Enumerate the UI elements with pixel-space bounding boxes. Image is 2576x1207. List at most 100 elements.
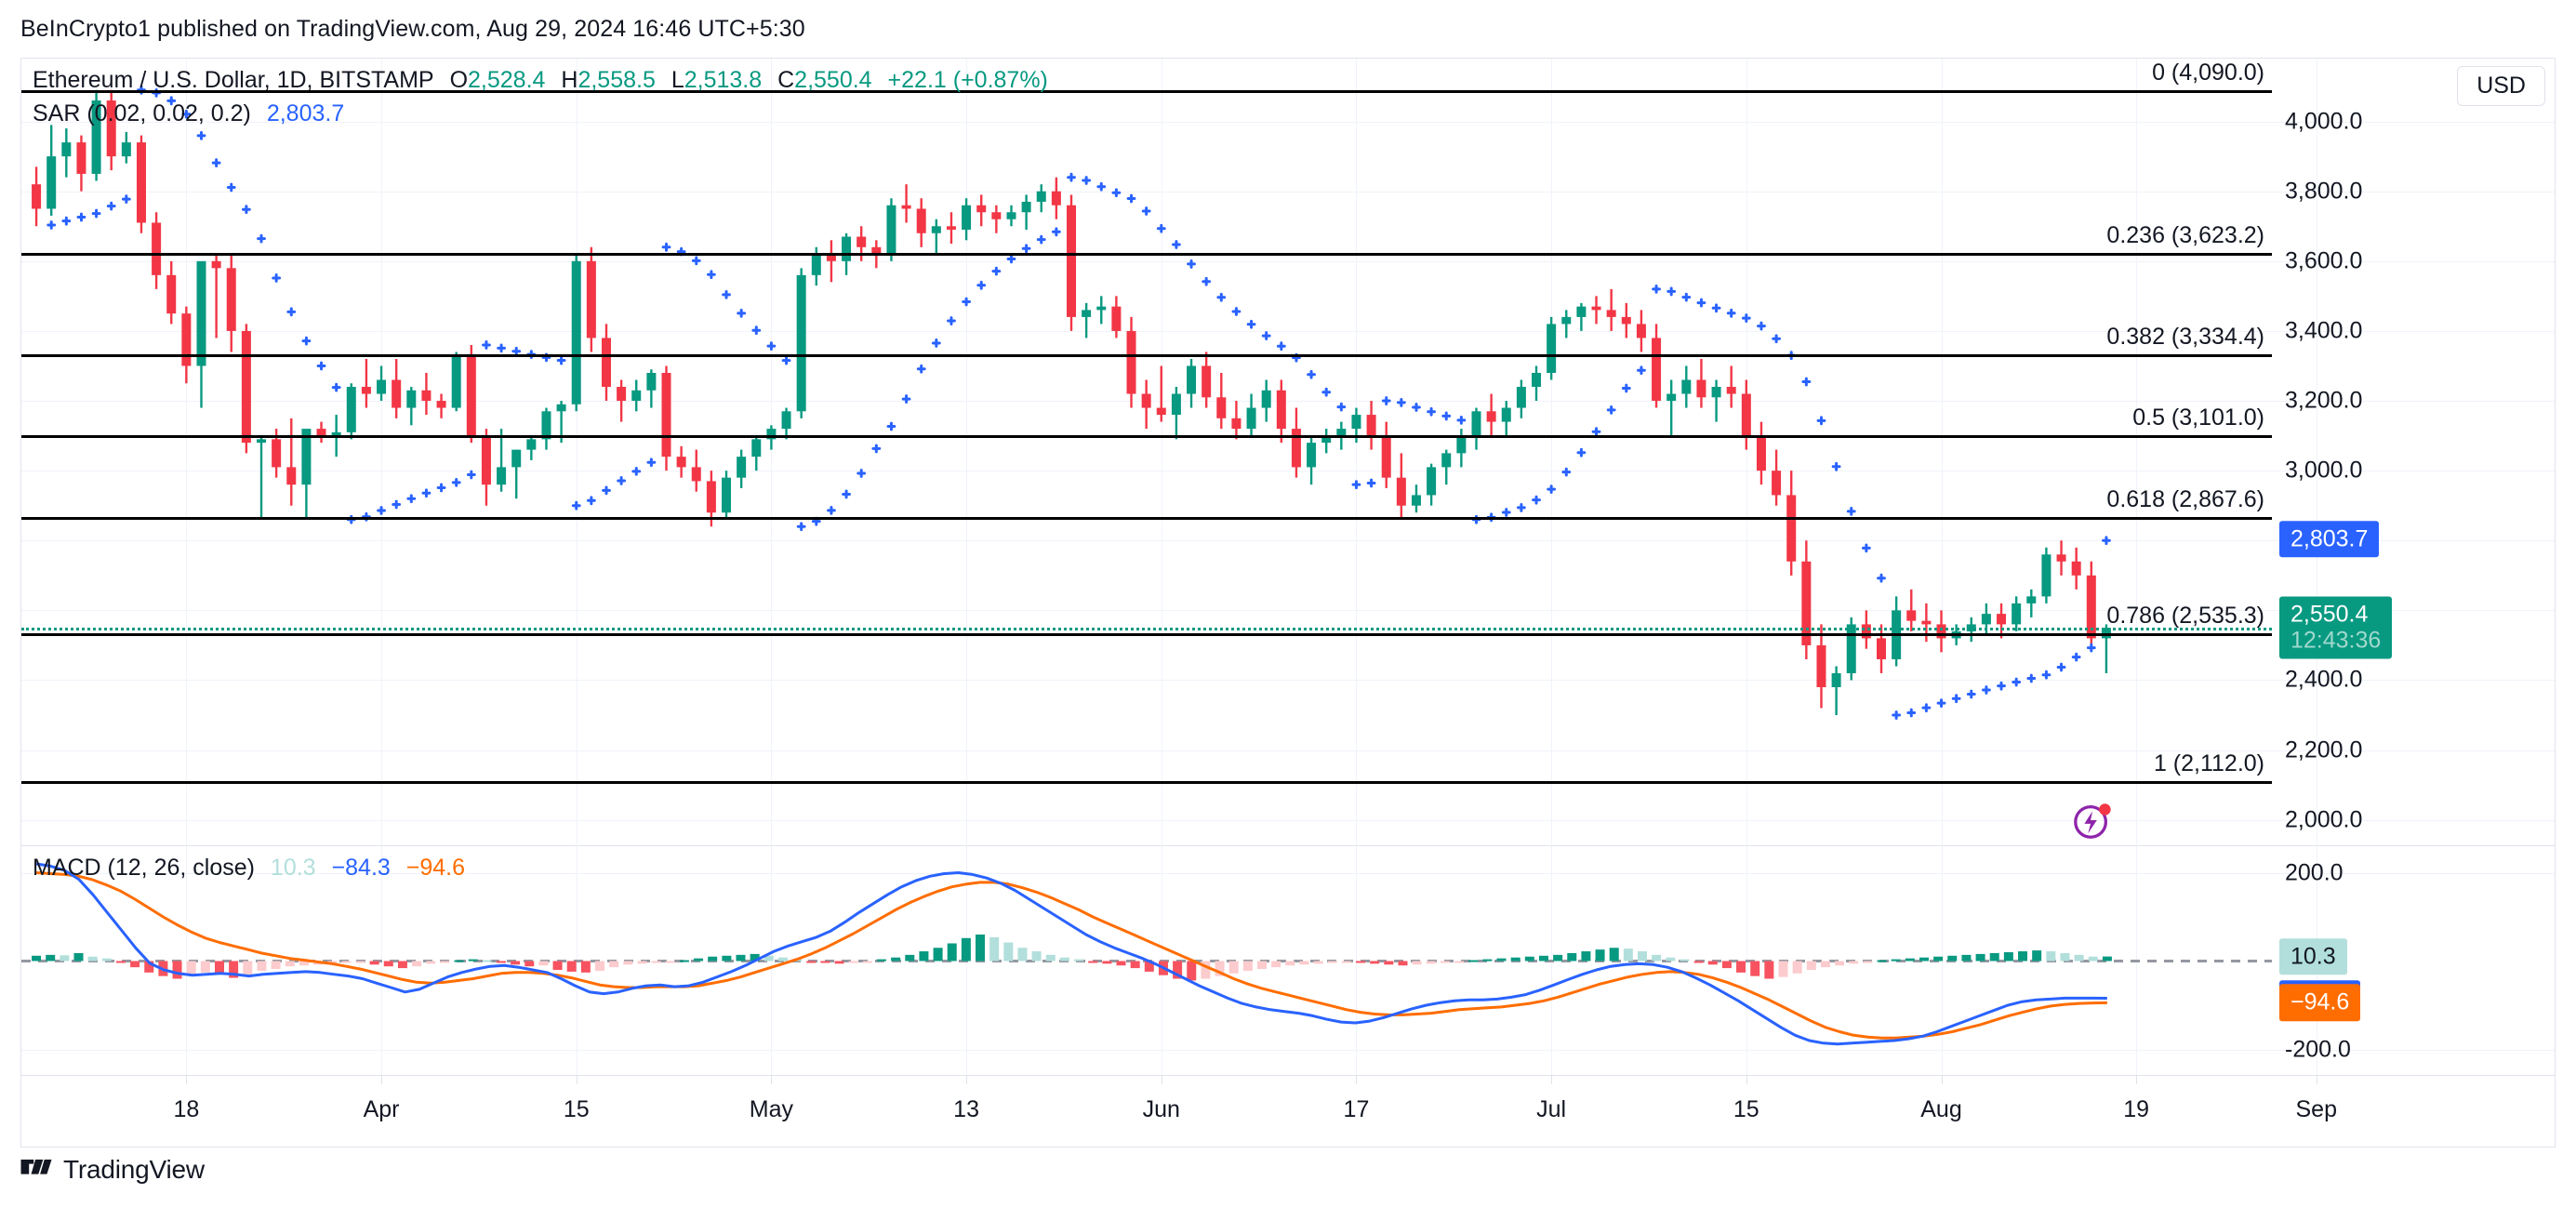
macd-histogram-bar xyxy=(1271,961,1281,968)
candle-body xyxy=(196,260,206,366)
macd-histogram-bar xyxy=(891,957,901,962)
candle-body xyxy=(1921,620,1932,625)
candle-body xyxy=(1381,435,1391,478)
macd-hist-tag[interactable]: 10.3 xyxy=(2279,937,2347,975)
candle-body xyxy=(901,205,911,209)
candle-body xyxy=(1351,415,1361,430)
candle-body xyxy=(811,254,821,275)
candle-body xyxy=(481,435,491,485)
macd-histogram-bar xyxy=(1707,961,1718,965)
fib-level-line[interactable] xyxy=(21,253,2272,257)
candle-body xyxy=(2056,554,2066,562)
fib-level-line[interactable] xyxy=(21,516,2272,520)
currency-badge[interactable]: USD xyxy=(2457,66,2545,106)
time-axis[interactable]: 18 Apr 15 May 13 Jun 17 Jul 15 Aug 19 Sep xyxy=(21,1075,2555,1147)
sar-dot xyxy=(1381,396,1391,405)
sar-dot xyxy=(766,341,777,351)
macd-histogram-bar xyxy=(1609,948,1619,962)
fib-level-label: 0.5 (3,101.0) xyxy=(2132,405,2264,431)
macd-histogram-bar xyxy=(200,961,210,973)
fib-level-line[interactable] xyxy=(21,435,2272,439)
macd-histogram-bar xyxy=(1581,951,1591,962)
price-gridline xyxy=(21,401,2555,403)
sar-dot xyxy=(1966,689,1976,699)
sar-dot xyxy=(722,290,731,299)
macd-histogram-bar xyxy=(722,955,732,962)
price-pane[interactable]: 0 (4,090.0) 0.236 (3,623.2) 0.382 (3,334.4… xyxy=(21,59,2555,844)
last-price-tag[interactable]: 2,550.4 12:43:36 xyxy=(2279,596,2393,659)
fib-level-label: 0.786 (2,535.3) xyxy=(2106,602,2264,629)
macd-histogram-bar xyxy=(60,955,70,962)
fib-level-line[interactable] xyxy=(21,353,2272,357)
macd-histogram-bar xyxy=(1299,961,1309,965)
macd-histogram-bar xyxy=(1384,961,1394,965)
candle-body xyxy=(526,439,537,450)
time-axis-tick xyxy=(2136,1076,2138,1084)
fib-level-line[interactable] xyxy=(21,780,2272,784)
vertical-gridline xyxy=(2136,59,2138,844)
sar-dot xyxy=(1501,508,1511,517)
macd-histogram-bar xyxy=(468,959,478,962)
macd-signal-tag[interactable]: −94.6 xyxy=(2279,984,2361,1022)
macd-histogram-bar xyxy=(440,961,450,963)
macd-histogram-bar xyxy=(299,961,309,966)
candle-body xyxy=(1561,316,1572,325)
macd-histogram-bar xyxy=(947,943,957,962)
sar-dot xyxy=(1516,503,1526,512)
macd-pane[interactable]: MACD (12, 26, close) 10.3 −84.3 −94.6 20… xyxy=(21,845,2555,1075)
sar-dot xyxy=(301,336,312,346)
footer-brand[interactable]: TradingView xyxy=(20,1155,205,1185)
candle-body xyxy=(451,355,461,408)
sar-dot xyxy=(827,505,836,515)
sar-legend: SAR (0.02, 0.02, 0.2) 2,803.7 xyxy=(33,99,344,128)
macd-histogram-bar xyxy=(355,961,365,963)
macd-legend-label[interactable]: MACD (12, 26, close) xyxy=(33,855,255,881)
macd-histogram-bar xyxy=(933,948,943,962)
macd-histogram-bar xyxy=(580,961,591,973)
macd-histogram-bar xyxy=(229,961,239,978)
vertical-gridline xyxy=(966,59,968,844)
candle-body xyxy=(962,205,972,231)
fib-level-line[interactable] xyxy=(21,89,2272,93)
fib-level-line[interactable] xyxy=(21,632,2272,636)
macd-histogram-bar xyxy=(1116,961,1126,966)
candle-body xyxy=(661,373,671,458)
candle-body xyxy=(241,330,251,444)
candle-body xyxy=(286,467,297,485)
price-gridline xyxy=(21,260,2555,262)
sar-dot xyxy=(1861,543,1871,553)
macd-gridline xyxy=(21,872,2555,874)
price-axis[interactable]: USD 2,000.02,200.02,400.02,600.02,800.03… xyxy=(2270,59,2555,844)
macd-axis[interactable]: 200.0-200.010.3−84.3−94.6 xyxy=(2270,846,2555,1075)
sar-dot xyxy=(602,485,611,496)
macd-histogram-bar xyxy=(820,961,830,963)
time-axis-label: Sep xyxy=(2295,1096,2337,1122)
sar-price-tag[interactable]: 2,803.7 xyxy=(2279,521,2380,558)
macd-histogram-bar xyxy=(214,961,224,975)
sar-dot xyxy=(631,466,642,476)
macd-plot-area[interactable] xyxy=(21,846,2272,1075)
macd-axis-label: 200.0 xyxy=(2285,859,2344,885)
sar-legend-label[interactable]: SAR (0.02, 0.02, 0.2) xyxy=(33,100,251,126)
macd-gridline xyxy=(21,1049,2555,1051)
macd-histogram-bar xyxy=(1003,942,1014,962)
candle-body xyxy=(46,156,57,209)
lightning-alert-icon[interactable] xyxy=(2071,799,2114,842)
macd-histogram-bar xyxy=(1440,961,1450,963)
sar-dot xyxy=(1067,172,1076,182)
legend-symbol[interactable]: Ethereum / U.S. Dollar, 1D, BITSTAMP xyxy=(33,67,434,93)
candle-body xyxy=(346,387,356,432)
time-axis-tick xyxy=(1746,1076,1747,1084)
candle-body xyxy=(2012,603,2022,625)
price-plot-area[interactable]: 0 (4,090.0) 0.236 (3,623.2) 0.382 (3,334.4… xyxy=(21,59,2272,844)
candle-body xyxy=(1711,387,1721,398)
macd-histogram-bar xyxy=(1806,961,1816,970)
candle-body xyxy=(1006,212,1016,219)
sar-dot xyxy=(2086,643,2096,653)
macd-histogram-bar xyxy=(482,960,492,962)
fib-level-label: 0.236 (3,623.2) xyxy=(2106,222,2264,249)
sar-dot xyxy=(257,233,266,244)
sar-dot xyxy=(1096,181,1107,192)
macd-histogram-bar xyxy=(341,961,352,963)
macd-histogram-bar xyxy=(1144,961,1154,972)
